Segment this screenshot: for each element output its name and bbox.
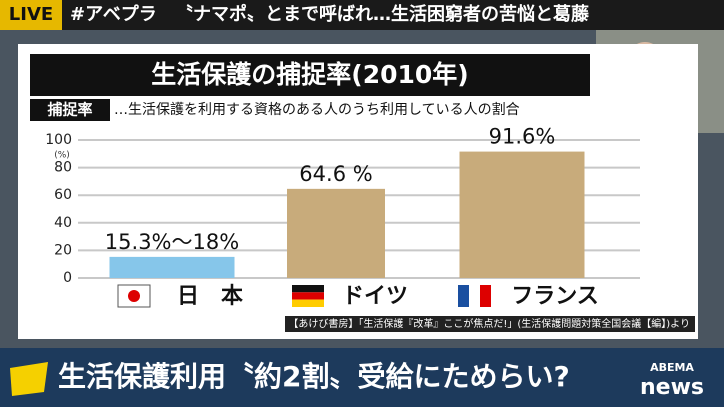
value-label: 15.3%〜18% [105,230,239,254]
hashtag: #アベプラ [70,3,157,25]
y-tick-label: 0 [63,270,72,286]
caption: 生活保護利用〝約2割〟受給にためらい? [58,360,570,393]
headline: 〝ナマポ〟とまで呼ばれ…生活困窮者の苦悩と葛藤 [175,3,590,25]
logo-name: news [640,375,704,400]
value-label: 91.6% [489,125,556,149]
value-label: 64.6 % [299,162,372,186]
flag-germany-black [292,285,324,293]
y-tick-label: 60 [54,187,72,203]
live-label: LIVE [9,4,53,25]
subtitle: …生活保護を利用する資格のある人のうち利用している人の割合 [114,101,520,118]
x-tick-label: フランス [511,284,599,309]
bar [287,188,385,278]
plot: 0 20 40 60 80 100 15.3%〜18% 日 本 64.6 % ドイツ 91.6% フラ… [45,125,640,309]
chart-title: 生活保護の捕捉率(2010年) [151,60,468,89]
subtitle-tag-box [30,99,110,121]
live-badge [0,0,62,30]
y-tick-label: 100 [45,132,72,148]
source: 【あけび書房】「生活保護『改革』ここが焦点だ!」(生活保護問題対策全国会議【編】… [288,317,690,330]
caption-bar [0,348,724,407]
y-tick-label: 20 [54,242,72,258]
flag-japan-disc [128,290,140,302]
header-bar [0,0,724,30]
caption-icon [10,362,48,396]
y-tick-label: 80 [54,160,72,176]
bar [459,151,585,278]
source-box [285,316,695,332]
flag-germany-red [292,292,324,300]
flag-france-blue [458,285,469,307]
y-tick-label: 40 [54,215,72,231]
x-tick-label: ドイツ [342,284,408,309]
x-tick-label: 日 本 [177,284,243,309]
bar [109,256,235,278]
title-bar [30,54,590,96]
flag-france-red [480,285,491,307]
subtitle-tag: 捕捉率 [47,101,92,119]
flag-france-white [469,285,480,307]
y-unit: (%) [54,151,70,161]
flag-germany-gold [292,299,324,307]
logo-brand: ABEMA [650,361,694,374]
